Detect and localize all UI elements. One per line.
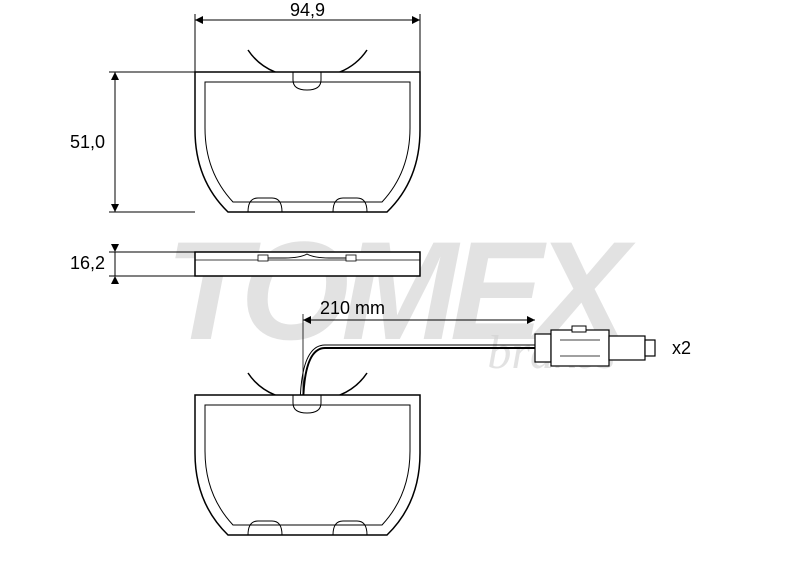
- dim-width: [195, 14, 420, 72]
- dim-height-label: 51,0: [70, 132, 105, 153]
- brake-pad-diagram: [0, 0, 786, 581]
- brake-pad-edge: [195, 252, 420, 276]
- quantity-label: x2: [672, 338, 691, 359]
- dim-width-label: 94,9: [290, 0, 325, 21]
- dim-cable-label: 210 mm: [320, 298, 385, 319]
- brake-pad-front-sensor: [195, 373, 420, 535]
- dim-thickness: [109, 244, 195, 284]
- dim-height: [109, 72, 195, 212]
- dim-thickness-label: 16,2: [70, 253, 105, 274]
- dim-cable: [303, 314, 535, 395]
- brake-pad-front: [195, 50, 420, 212]
